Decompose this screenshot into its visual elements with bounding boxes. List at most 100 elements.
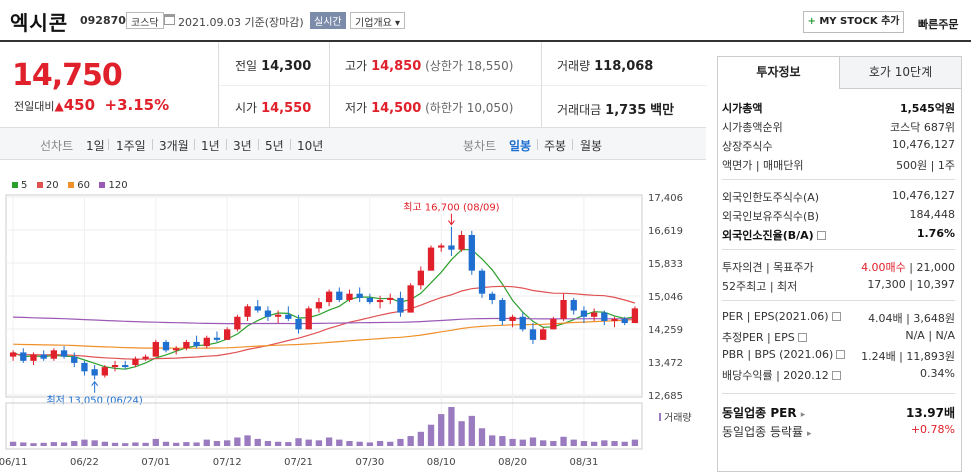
volume-bar [173, 442, 180, 446]
volume-bar [387, 441, 394, 446]
price-change: 전일대비▲450 +3.15% [14, 96, 170, 114]
volume-bar [570, 439, 577, 446]
tab-line-chart[interactable]: 선차트 [40, 139, 74, 153]
candle-body [478, 270, 486, 294]
volume-bar [91, 440, 98, 446]
legend-ma60: 60 [68, 180, 90, 191]
plus-icon: + [807, 16, 816, 27]
candle-body [234, 316, 241, 330]
volume-bar [376, 441, 384, 446]
sector-change-row: 동일업종 등락률 ▸ +0.78% [722, 423, 955, 439]
volume-bar [81, 439, 88, 446]
tab-3month[interactable]: 3개월 [159, 139, 189, 153]
candle-body [438, 245, 445, 248]
volume-bar [489, 435, 496, 446]
candle-body [560, 300, 567, 319]
volume-bar [427, 424, 435, 446]
candle-body [40, 354, 47, 359]
candle-body [30, 354, 37, 361]
candle-body [570, 300, 577, 311]
volume-bar [438, 414, 445, 446]
y-tick-label: 14,259 [648, 325, 683, 336]
chevron-right-icon: ▸ [800, 410, 806, 420]
x-tick-label: 06/11 [0, 457, 28, 468]
tab-10year[interactable]: 10년 [297, 139, 324, 153]
volume-bar [203, 439, 210, 446]
volume-bar [254, 438, 261, 446]
help-icon[interactable] [797, 333, 807, 342]
tab-candle-chart[interactable]: 봉차트 [463, 139, 497, 153]
volume-bar [417, 431, 424, 446]
volume-bar [30, 443, 37, 446]
ma120-line [13, 316, 635, 325]
shares-row: 상장주식수 10,476,127 [722, 138, 955, 153]
volume-bar [621, 441, 628, 446]
tab-3year[interactable]: 3년 [233, 139, 252, 153]
tab-order-book[interactable]: 호가 10단계 [839, 57, 961, 89]
candle-body [305, 308, 312, 330]
help-icon[interactable] [816, 231, 826, 240]
volume-bar [407, 436, 414, 446]
legend-ma5: 5 [12, 180, 27, 191]
quick-order-link[interactable]: 빠른주문 [918, 18, 959, 31]
tab-1day[interactable]: 1일 [86, 139, 105, 153]
candle-body [458, 234, 465, 250]
candle-body [152, 341, 159, 357]
candle-body [193, 341, 200, 347]
calendar-icon [164, 14, 175, 25]
candle-body [9, 352, 17, 357]
candle-body [590, 312, 598, 317]
per-row: PER | EPS(2021.06) 4.04배 | 3,648원 [722, 310, 955, 325]
volume-bar [264, 441, 272, 446]
arrow-down-icon [448, 220, 455, 226]
volume-bar [601, 440, 608, 446]
candle-body [448, 245, 455, 250]
candle-body [274, 314, 282, 317]
candle-body [550, 318, 557, 330]
par-row: 액면가 | 매매단위 500원 | 1주 [722, 159, 955, 172]
candle-body [407, 285, 414, 313]
candle-body [224, 329, 231, 340]
x-tick-label: 08/20 [498, 457, 527, 468]
realtime-button[interactable]: 실시간 [310, 12, 346, 29]
volume-bar [509, 438, 516, 446]
y-tick-label: 16,619 [648, 226, 683, 237]
volume-bar [60, 442, 68, 446]
page-header: 엑시콘 092870 코스닥 2021.09.03 기준(장마감) 실시간 기업… [0, 0, 971, 42]
tab-monthly[interactable]: 월봉 [580, 139, 603, 153]
candle-body [417, 270, 424, 286]
ma20-line [13, 285, 636, 360]
volume-bar [336, 439, 343, 446]
volume-bar [590, 441, 598, 446]
help-icon[interactable] [831, 312, 841, 321]
prev-close: 전일 14,300 [235, 59, 312, 74]
tab-investment-info[interactable]: 투자정보 [718, 57, 839, 89]
corp-overview-dropdown[interactable]: 기업개요 ▾ [350, 12, 406, 29]
candle-body [203, 337, 210, 347]
mystock-add-button[interactable]: + MY STOCK 추가 [803, 11, 904, 33]
candle-body [295, 318, 302, 330]
volume-bar [325, 437, 333, 446]
tab-1year[interactable]: 1년 [201, 139, 220, 153]
high-price: 고가 14,850 (상한가 18,550) [345, 59, 514, 74]
sector-per-row: 동일업종 PER ▸ 13.97배 [722, 406, 955, 420]
candle-body [162, 341, 170, 351]
tab-5year[interactable]: 5년 [265, 139, 284, 153]
tab-1week[interactable]: 1주일 [116, 139, 146, 153]
tab-daily[interactable]: 일봉 [509, 139, 532, 153]
legend-ma120: 120 [99, 180, 128, 191]
volume-bar [132, 442, 139, 446]
help-icon[interactable] [836, 350, 846, 359]
volume-bar [478, 428, 486, 446]
candle-body [468, 234, 475, 271]
tab-weekly[interactable]: 주봉 [544, 139, 567, 153]
stock-code: 092870 [80, 14, 126, 27]
candle-body [519, 316, 526, 330]
market-badge: 코스닥 [126, 12, 164, 29]
volume-bar [142, 442, 149, 446]
volume-bar [285, 442, 292, 446]
help-icon[interactable] [831, 371, 841, 380]
volume-bar [40, 442, 47, 446]
candle-body [529, 329, 537, 340]
candle-body [325, 291, 333, 303]
